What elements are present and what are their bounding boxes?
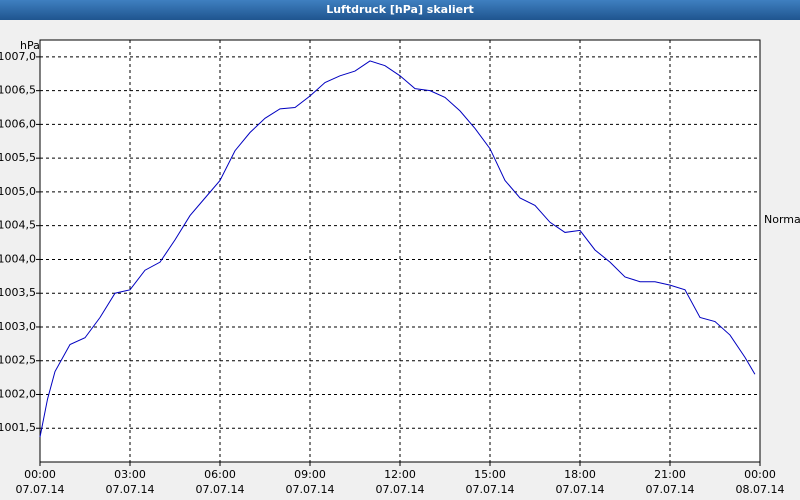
x-tick-label: 09:00 (294, 468, 326, 481)
x-tick-label: 00:00 (24, 468, 56, 481)
x-tick-label: 06:00 (204, 468, 236, 481)
y-tick-label: 1001,5 (0, 421, 36, 434)
y-tick-label: 1002,5 (0, 354, 36, 367)
x-tick-date: 07.07.14 (556, 483, 605, 496)
y-tick-label: 1002,0 (0, 387, 36, 400)
y-tick-label: 1003,5 (0, 286, 36, 299)
y-axis-label: hPa (20, 39, 40, 52)
x-tick-date: 07.07.14 (376, 483, 425, 496)
x-tick-label: 18:00 (564, 468, 596, 481)
y-tick-label: 1005,0 (0, 185, 36, 198)
x-tick-label: 03:00 (114, 468, 146, 481)
x-tick-label: 12:00 (384, 468, 416, 481)
data-line (39, 60, 756, 438)
title-bar (0, 0, 800, 20)
x-tick-label: 21:00 (654, 468, 686, 481)
y-tick-label: 1003,0 (0, 320, 36, 333)
annotation: Normal (764, 213, 800, 226)
y-tick-label: 1005,5 (0, 151, 36, 164)
x-tick-label: 00:00 (744, 468, 776, 481)
chart-title: Luftdruck [hPa] skaliert (326, 3, 474, 16)
y-tick-label: 1006,0 (0, 117, 36, 130)
x-tick-date: 08.07.14 (736, 483, 785, 496)
x-tick-label: 15:00 (474, 468, 506, 481)
x-tick-date: 07.07.14 (16, 483, 65, 496)
x-tick-date: 07.07.14 (286, 483, 335, 496)
y-tick-label: 1007,0 (0, 50, 36, 63)
x-tick-date: 07.07.14 (106, 483, 155, 496)
y-tick-label: 1006,5 (0, 84, 36, 97)
x-tick-date: 07.07.14 (196, 483, 245, 496)
x-tick-date: 07.07.14 (646, 483, 695, 496)
y-tick-label: 1004,0 (0, 252, 36, 265)
y-tick-label: 1004,5 (0, 219, 36, 232)
x-tick-date: 07.07.14 (466, 483, 515, 496)
